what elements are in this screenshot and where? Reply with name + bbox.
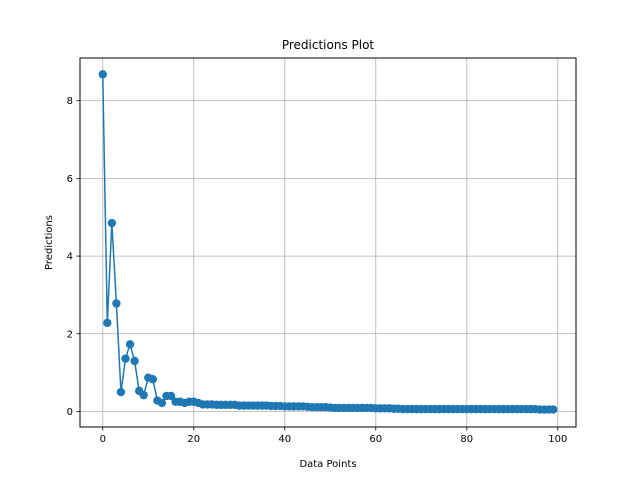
x-axis-label: Data Points bbox=[299, 459, 356, 470]
x-tick-label: 80 bbox=[460, 434, 473, 445]
data-point bbox=[112, 299, 121, 308]
data-point bbox=[148, 375, 158, 384]
x-tick-label: 0 bbox=[100, 434, 106, 445]
y-axis-label: Predictions bbox=[44, 215, 55, 270]
data-point bbox=[549, 405, 558, 414]
data-point bbox=[157, 398, 167, 408]
grid bbox=[80, 58, 576, 427]
data-point bbox=[166, 391, 176, 401]
data-point bbox=[139, 390, 148, 400]
x-tick-label: 60 bbox=[369, 434, 382, 445]
y-tick-label: 2 bbox=[67, 329, 73, 340]
y-tick-label: 0 bbox=[67, 407, 73, 418]
data-point bbox=[121, 354, 130, 363]
y-tick-label: 8 bbox=[67, 96, 73, 107]
chart-title: Predictions Plot bbox=[282, 38, 375, 52]
data-point bbox=[103, 318, 112, 328]
y-tick-label: 4 bbox=[67, 252, 73, 263]
axis-ticks: 0 20 40 60 80 100 0 2 4 6 8 bbox=[67, 96, 568, 445]
y-tick-label: 6 bbox=[67, 174, 73, 185]
data-point bbox=[98, 70, 107, 79]
data-point bbox=[116, 387, 126, 397]
x-tick-label: 40 bbox=[278, 434, 291, 445]
plot-frame bbox=[79, 57, 577, 428]
data-series bbox=[98, 70, 558, 414]
data-point bbox=[107, 218, 117, 228]
data-point bbox=[125, 340, 135, 349]
x-tick-label: 20 bbox=[187, 434, 200, 445]
x-tick-label: 100 bbox=[548, 434, 567, 445]
data-point bbox=[130, 356, 139, 366]
